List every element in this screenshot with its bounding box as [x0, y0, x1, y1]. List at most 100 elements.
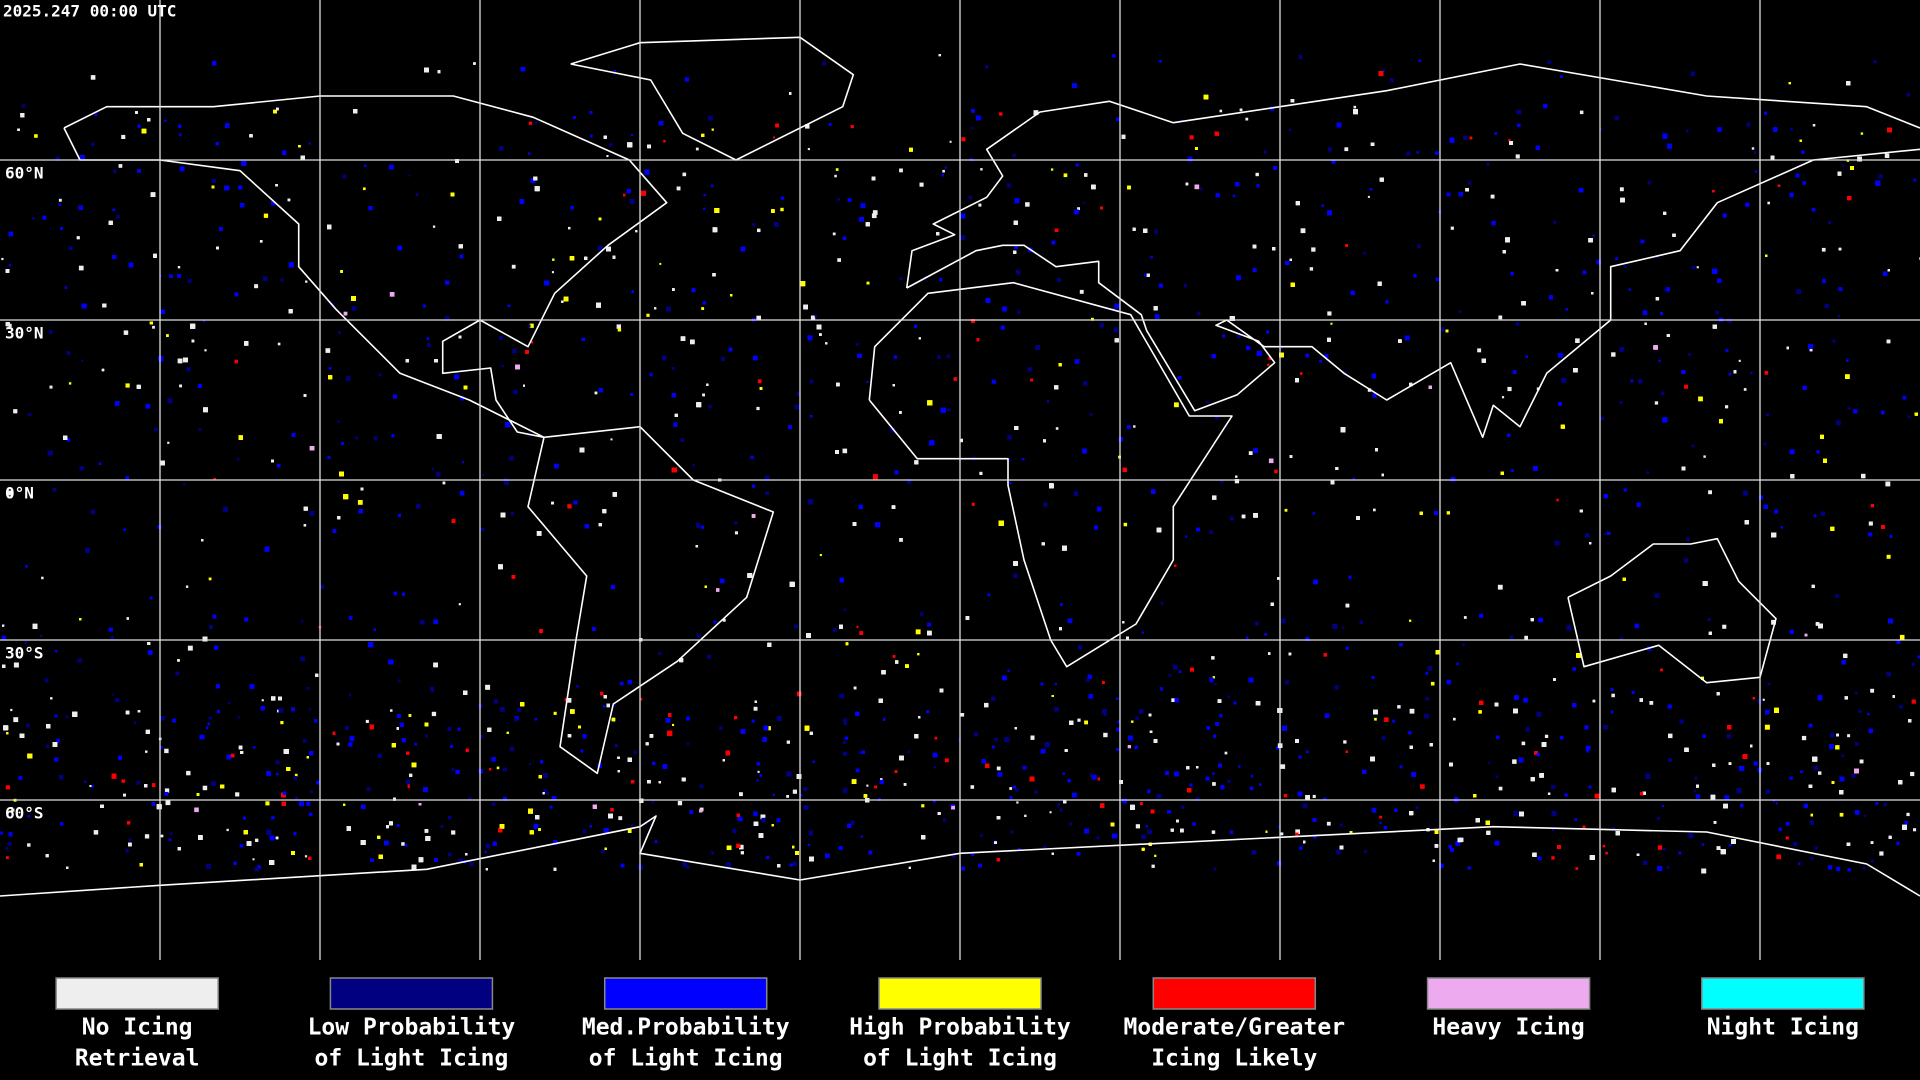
icing-pixel	[1141, 631, 1144, 634]
icing-pixel	[753, 706, 758, 711]
icing-pixel	[235, 792, 240, 797]
icing-pixel	[1263, 150, 1267, 154]
icing-pixel	[1127, 745, 1131, 749]
icing-pixel	[1813, 765, 1818, 771]
icing-pixel	[737, 816, 743, 822]
icing-pixel	[1367, 195, 1370, 198]
icing-pixel	[756, 315, 761, 321]
icing-pixel	[1615, 257, 1618, 261]
icing-pixel	[740, 851, 744, 855]
icing-pixel	[1434, 510, 1439, 515]
icing-pixel	[837, 258, 841, 262]
icing-pixel	[690, 339, 695, 345]
icing-pixel	[719, 578, 725, 584]
icing-pixel	[501, 364, 504, 368]
icing-pixel	[1299, 846, 1303, 850]
icing-pixel	[734, 716, 738, 720]
icing-pixel	[1345, 148, 1348, 151]
icing-pixel	[1051, 168, 1054, 171]
icing-pixel	[1274, 469, 1278, 474]
icing-pixel	[944, 758, 949, 763]
icing-pixel	[646, 313, 650, 317]
icing-pixel	[208, 577, 212, 581]
icing-pixel	[1560, 75, 1563, 78]
icing-pixel	[137, 169, 141, 173]
icing-pixel	[78, 265, 84, 271]
icing-pixel	[837, 197, 840, 201]
icing-pixel	[942, 169, 945, 173]
icing-pixel	[1649, 701, 1654, 705]
icing-pixel	[154, 427, 159, 432]
icing-pixel	[1006, 183, 1011, 188]
icing-pixel	[202, 319, 206, 322]
icing-pixel	[1409, 708, 1415, 714]
icing-pixel	[1886, 554, 1891, 559]
icing-pixel	[917, 653, 920, 656]
icing-pixel	[1634, 623, 1640, 629]
icing-pixel	[1300, 228, 1306, 234]
icing-pixel	[56, 738, 61, 743]
icing-pixel	[450, 192, 455, 197]
icing-pixel	[1884, 153, 1890, 158]
icing-pixel	[1813, 514, 1817, 518]
icing-pixel	[496, 766, 500, 770]
icing-pixel	[493, 699, 498, 704]
icing-pixel	[112, 693, 115, 696]
icing-pixel	[781, 196, 785, 200]
icing-pixel	[509, 456, 514, 461]
icing-pixel	[757, 379, 762, 384]
icing-pixel	[530, 178, 536, 184]
icing-pixel	[866, 381, 869, 383]
icing-pixel	[937, 355, 941, 359]
icing-pixel	[1584, 725, 1589, 730]
icing-pixel	[431, 467, 434, 470]
icing-pixel	[509, 746, 515, 751]
icing-pixel	[610, 438, 613, 441]
icing-pixel	[662, 764, 668, 769]
icing-pixel	[1253, 448, 1258, 453]
icing-pixel	[1614, 116, 1619, 121]
icing-pixel	[1479, 613, 1484, 618]
icing-pixel	[1008, 458, 1012, 462]
icing-pixel	[419, 619, 425, 625]
icing-pixel	[482, 473, 485, 476]
icing-pixel	[198, 428, 202, 431]
icing-pixel	[1775, 802, 1778, 805]
icing-pixel	[1835, 420, 1841, 426]
icing-pixel	[98, 462, 102, 465]
icing-pixel	[961, 137, 966, 142]
icing-pixel	[1487, 761, 1491, 764]
icing-pixel	[610, 584, 616, 590]
icing-pixel	[919, 182, 924, 187]
icing-pixel	[1802, 181, 1807, 185]
icing-pixel	[1722, 624, 1727, 629]
icing-pixel	[753, 811, 758, 816]
icing-pixel	[1077, 207, 1080, 211]
icing-pixel	[971, 852, 975, 856]
icing-pixel	[435, 472, 441, 477]
icing-pixel	[682, 862, 688, 868]
icing-pixel	[617, 328, 622, 332]
icing-pixel	[1352, 477, 1355, 481]
icing-pixel	[21, 104, 26, 108]
icing-pixel	[814, 315, 817, 318]
icing-pixel	[363, 187, 366, 191]
icing-pixel	[1512, 370, 1517, 374]
icing-pixel	[1416, 151, 1419, 154]
icing-pixel	[217, 709, 221, 713]
icing-pixel	[567, 504, 572, 509]
icing-pixel	[1754, 170, 1758, 173]
icing-pixel	[659, 262, 662, 265]
icing-pixel	[291, 707, 295, 712]
icing-pixel	[91, 142, 95, 147]
icing-pixel	[1668, 733, 1673, 739]
icing-pixel	[348, 742, 353, 747]
icing-pixel	[125, 383, 130, 388]
icing-pixel	[1135, 716, 1139, 720]
icing-pixel	[519, 199, 525, 204]
icing-pixel	[1658, 359, 1661, 362]
icing-pixel	[1612, 826, 1616, 831]
icing-pixel	[58, 198, 62, 202]
icing-pixel	[1660, 312, 1663, 315]
icing-pixel	[263, 213, 269, 218]
